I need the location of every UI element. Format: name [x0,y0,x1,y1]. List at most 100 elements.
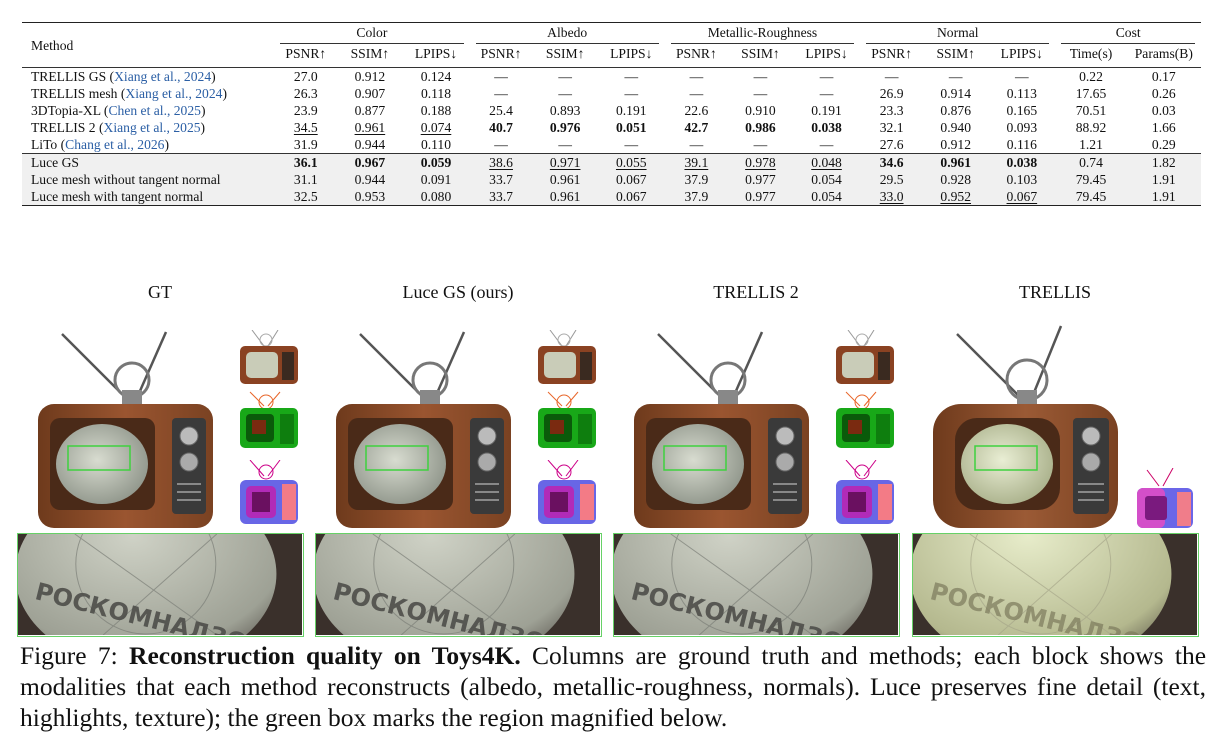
column-title-gt: GT [148,282,172,302]
citation-link[interactable]: Xiang et al., 2025 [103,120,201,135]
group-cost: Cost [1055,23,1201,46]
caption-title: Reconstruction quality on Toys4K. [129,641,521,670]
value-cell: 0.910 [745,103,776,118]
subheader: Time(s) [1069,46,1113,61]
value-cell: 0.961 [532,188,598,206]
method-name: Luce mesh without tangent normal [31,172,221,187]
value-cell: — [532,67,598,85]
method-name: Luce mesh with tangent normal [31,189,204,204]
value-cell: 36.1 [274,153,338,171]
table-row: Luce GS 36.1 0.967 0.059 38.6 0.971 0.055 39.1 0… [22,153,1201,171]
caption-text: Columns are ground truth and methods; ea… [20,641,1207,732]
results-table: Method Color Albedo Metallic-Roughness N… [22,22,1201,206]
column-title-trellis-2: TRELLIS 2 [713,282,799,302]
citation-link[interactable]: Chang et al., 2026 [65,137,165,152]
value-cell: 0.103 [988,171,1056,188]
value-cell: — [819,137,834,152]
value-cell: — [558,137,572,152]
method-name: TRELLIS GS [31,69,107,84]
render-panel [915,318,1195,530]
group-albedo: Albedo [470,23,665,46]
subheader: SSIM↑ [350,46,390,61]
value-cell: 1.66 [1151,120,1176,135]
value-cell: — [819,86,834,101]
citation-link[interactable]: Chen et al., 2025 [108,103,201,118]
value-cell: 1.21 [1079,137,1103,152]
value-cell: — [792,67,861,85]
value-cell: 0.17 [1126,67,1201,85]
value-cell: 70.51 [1075,103,1107,118]
table-row: TRELLIS mesh (Xiang et al., 2024) 26.3 0.9… [22,85,1201,102]
subheader: PSNR↑ [675,46,717,61]
value-cell: 0.116 [1006,137,1037,152]
value-cell: 1.91 [1126,171,1201,188]
value-cell: 0.29 [1151,137,1176,152]
value-cell: 23.3 [879,103,904,118]
zoom-crop: РОСКОМНАДЗОР [912,533,1199,637]
value-cell: — [597,67,665,85]
value-cell: — [860,67,924,85]
subheader-row: PSNR↑ SSIM↑ LPIPS↓ PSNR↑ SSIM↑ LPIPS↓ PS… [22,45,1201,68]
value-cell: 0.055 [597,153,665,171]
subheader: SSIM↑ [741,46,780,61]
group-metallic-roughness: Metallic-Roughness [665,23,860,46]
value-cell: 0.977 [727,171,793,188]
zoom-crop: РОСКОМНАДЗОР [17,533,304,637]
table-row: Luce mesh without tangent normal 31.1 0.94… [22,171,1201,188]
value-cell: 0.188 [420,103,452,118]
value-cell: 37.9 [664,171,728,188]
value-cell: 1.82 [1126,153,1201,171]
value-cell: 1.91 [1126,188,1201,206]
value-cell: 38.6 [469,153,533,171]
caption-label: Figure 7: [20,641,118,670]
value-cell: 27.6 [879,137,904,152]
citation-link[interactable]: Xiang et al., 2024 [114,69,212,84]
method-name: TRELLIS 2 [31,120,96,135]
value-cell: 0.080 [402,188,470,206]
metallic-roughness-thumbnail [238,390,300,448]
value-cell: 34.6 [860,153,924,171]
column-title-trellis: TRELLIS [1019,282,1091,302]
value-cell: 0.048 [792,153,861,171]
value-cell: 0.091 [402,171,470,188]
method-cell: TRELLIS 2 (Xiang et al., 2025) [31,120,206,135]
subheader: LPIPS↓ [610,46,653,61]
value-cell: 0.038 [811,120,842,135]
subheader: LPIPS↓ [1000,46,1043,61]
value-cell: 0.03 [1151,103,1176,118]
value-cell: 0.74 [1055,153,1127,171]
value-cell: 0.054 [792,188,861,206]
value-cell: 0.074 [420,120,452,135]
value-cell: — [624,86,639,101]
table-row: LiTo (Chang et al., 2026) 31.9 0.944 0.110 —… [22,136,1201,154]
value-cell: 88.92 [1075,120,1107,135]
value-cell: 0.191 [811,103,842,118]
value-cell: 0.912 [940,137,972,152]
subheader: LPIPS↓ [805,46,848,61]
table-row: 3DTopia-XL (Chen et al., 2025) 23.9 0.877 0… [22,102,1201,119]
value-cell: 31.1 [274,171,338,188]
value-cell: 0.928 [923,171,989,188]
value-cell: 0.067 [597,171,665,188]
value-cell: 23.9 [293,103,318,118]
value-cell: 0.093 [1006,120,1038,135]
value-cell: — [664,67,728,85]
method-name: TRELLIS mesh [31,86,118,101]
group-header-row: Method Color Albedo Metallic-Roughness N… [22,22,1201,53]
subheader: SSIM↑ [545,46,585,61]
render-panel [318,318,598,530]
value-cell: 0.977 [727,188,793,206]
citation-link[interactable]: Xiang et al., 2024 [125,86,223,101]
value-cell: — [988,67,1056,85]
value-cell: 22.6 [684,103,709,118]
figure-caption: Figure 7: Reconstruction quality on Toys… [20,640,1206,733]
zoom-crop: РОСКОМНАДЗОР [315,533,602,637]
method-cell: Luce mesh without tangent normal [22,171,275,188]
value-cell: 0.978 [727,153,793,171]
value-cell: 25.4 [489,103,513,118]
value-cell: — [494,86,508,101]
table-row: Luce mesh with tangent normal 32.5 0.953 0.… [22,188,1201,206]
method-name: LiTo [31,137,58,152]
value-cell: — [689,86,704,101]
value-cell: 0.877 [354,103,386,118]
